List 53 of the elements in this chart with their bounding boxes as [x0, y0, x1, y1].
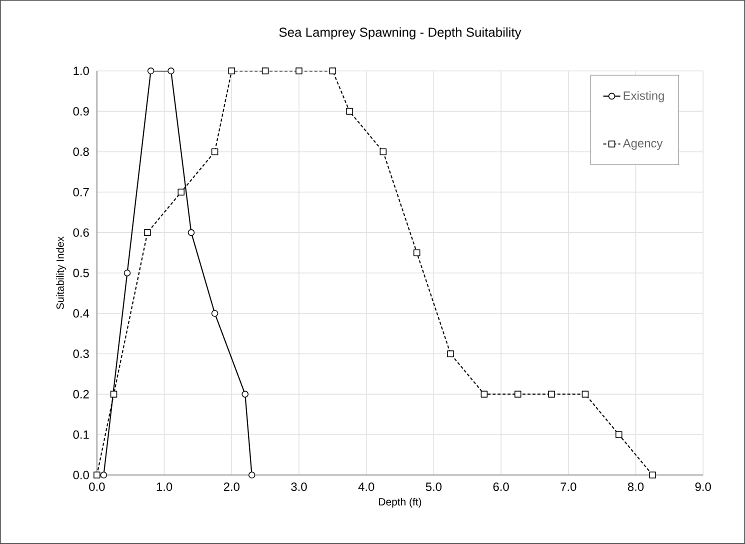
point: [329, 68, 336, 74]
chart-title: Sea Lamprey Spawning - Depth Suitability: [279, 27, 522, 40]
y-tick-label: 0.8: [73, 148, 89, 156]
point: [188, 229, 195, 236]
y-tick-label: 1.0: [74, 66, 89, 76]
point: [346, 108, 353, 115]
x-tick-label: 3.0: [291, 482, 307, 492]
y-tick-label: 0.3: [73, 350, 89, 358]
point: [178, 188, 185, 196]
point: [144, 229, 151, 236]
point: [211, 310, 218, 317]
point: [168, 68, 174, 74]
x-tick-label: 8.0: [628, 482, 644, 492]
point: [100, 472, 108, 478]
legend-label: Existing: [624, 91, 664, 102]
point: [413, 249, 420, 256]
point: [649, 472, 656, 478]
y-tick-label: 0.9: [73, 107, 89, 116]
y-tick-label: 0.5: [73, 268, 89, 278]
x-tick-label: 5.0: [426, 482, 442, 492]
point: [262, 68, 269, 74]
point: [147, 68, 154, 74]
y-axis-title: Suitability Index: [56, 236, 66, 310]
x-tick-label: 2.0: [224, 482, 240, 492]
point: [296, 68, 302, 74]
y-tick-label: 0.2: [73, 390, 89, 398]
x-tick-label: 7.0: [560, 482, 576, 492]
point: [548, 390, 555, 398]
point: [380, 148, 387, 156]
x-tick-label: 1.0: [156, 482, 172, 492]
y-tick-label: 0.7: [73, 188, 89, 196]
x-tick-label: 0.0: [89, 482, 105, 492]
x-tick-label: 4.0: [358, 482, 374, 492]
y-tick-label: 0.1: [73, 430, 89, 439]
y-tick-label: 0.4: [73, 309, 90, 318]
point: [228, 68, 236, 74]
point: [582, 390, 589, 398]
point: [480, 390, 488, 398]
x-axis-title: Depth (ft): [379, 498, 422, 508]
point: [94, 472, 100, 478]
point: [211, 148, 218, 156]
point: [124, 270, 131, 276]
x-tick-label: 9.0: [695, 482, 711, 492]
y-tick-label: 0.6: [73, 228, 89, 237]
x-tick-label: 6.0: [493, 482, 509, 492]
point: [514, 390, 522, 398]
point: [248, 472, 256, 478]
point: [242, 390, 248, 398]
point: [447, 350, 454, 358]
point: [616, 431, 622, 438]
legend-label: Agency: [622, 139, 663, 150]
point: [110, 390, 118, 398]
y-tick-label: 0.0: [73, 470, 89, 480]
